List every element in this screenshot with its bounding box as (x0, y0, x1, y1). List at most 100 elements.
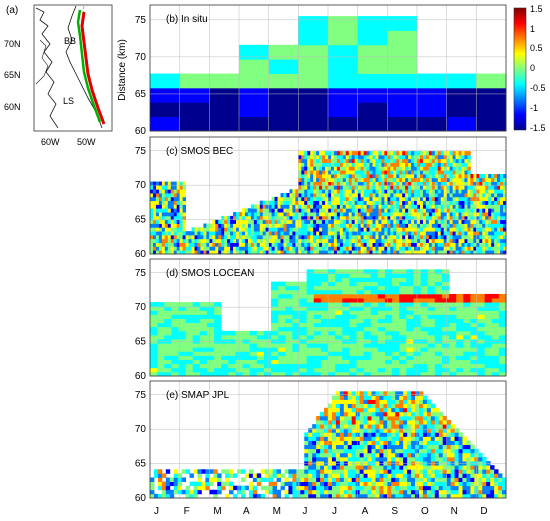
heatmap-cell (247, 219, 252, 224)
heatmap-cell (422, 481, 428, 487)
heatmap-cell (422, 473, 428, 478)
heatmap-cell (371, 477, 376, 482)
heatmap-cell (426, 481, 432, 487)
heatmap-cell (153, 469, 159, 474)
heatmap-cell (256, 219, 261, 224)
heatmap-cell (348, 234, 353, 240)
heatmap-cell (427, 367, 436, 373)
heatmap-cell (244, 246, 249, 251)
heatmap-cell (224, 223, 228, 228)
heatmap-cell (263, 363, 272, 369)
heatmap-cell (227, 246, 231, 251)
heatmap-cell (348, 196, 353, 202)
heatmap-cell (399, 432, 404, 437)
heatmap-cell (286, 242, 290, 247)
heatmap-cell (425, 200, 430, 205)
heatmap-cell (375, 231, 379, 236)
heatmap-cell (313, 293, 322, 299)
heatmap-cell (430, 432, 436, 437)
heatmap-cell (466, 440, 471, 446)
heatmap-cell (442, 489, 448, 495)
heatmap-cell (310, 189, 314, 194)
heatmap-cell (178, 334, 186, 340)
heatmap-cell (402, 234, 406, 240)
heatmap-cell (427, 273, 436, 278)
x-tick-label: S (391, 506, 398, 517)
heatmap-cell (360, 196, 364, 202)
heatmap-cell (276, 473, 281, 478)
heatmap-cell (399, 473, 404, 478)
heatmap-cell (393, 162, 397, 167)
heatmap-cell (367, 395, 372, 400)
heatmap-cell (462, 477, 467, 482)
heatmap-cell (333, 185, 338, 190)
heatmap-cell (497, 173, 501, 179)
heatmap-cell (277, 208, 281, 213)
heatmap-cell (367, 407, 372, 413)
heatmap-cell (280, 200, 284, 205)
heatmap-cell (456, 306, 464, 311)
heatmap-cell (479, 189, 483, 194)
heatmap-cell (434, 302, 443, 307)
heatmap-cell (313, 289, 322, 295)
heatmap-cell (473, 215, 477, 221)
heatmap-cell (335, 411, 341, 417)
heatmap-cell (286, 238, 290, 243)
heatmap-cell (347, 444, 353, 450)
heatmap-cell (403, 428, 408, 433)
heatmap-cell (244, 234, 249, 240)
heatmap-cell (301, 162, 305, 167)
heatmap-cell (227, 238, 231, 243)
heatmap-cell (347, 461, 353, 466)
heatmap-cell (242, 334, 251, 340)
heatmap-cell (354, 166, 359, 171)
heatmap-cell (462, 489, 467, 495)
heatmap-cell (304, 154, 308, 160)
heatmap-cell (384, 343, 393, 348)
heatmap-cell (391, 420, 396, 425)
heatmap-cell (173, 208, 178, 213)
heatmap-cell (419, 250, 424, 255)
heatmap-cell (308, 456, 313, 462)
heatmap-cell (250, 223, 255, 228)
heatmap-cell (301, 185, 305, 190)
heatmap-cell (371, 395, 376, 400)
heatmap-cell (339, 231, 344, 236)
heatmap-cell (164, 334, 172, 340)
heatmap-cell (428, 170, 433, 175)
heatmap-cell (497, 193, 501, 198)
heatmap-cell (379, 432, 384, 437)
heatmap-cell (363, 440, 368, 446)
heatmap-cell (206, 334, 215, 340)
heatmap-cell (486, 485, 491, 491)
heatmap-cell (411, 158, 415, 163)
heatmap-cell (377, 318, 386, 324)
heatmap-cell (458, 173, 462, 179)
heatmap-cell (335, 285, 343, 291)
heatmap-cell (292, 489, 297, 495)
heatmap-cell (150, 242, 154, 247)
heatmap-cell (308, 432, 313, 437)
heatmap-cell (379, 469, 384, 474)
heatmap-cell (306, 322, 315, 328)
heatmap-cell (417, 154, 421, 160)
heatmap-cell (359, 481, 364, 487)
heatmap-cell (289, 238, 293, 243)
heatmap-cell (233, 485, 238, 491)
heatmap-cell (167, 208, 172, 213)
heatmap-cell (249, 355, 258, 360)
heatmap-cell (381, 242, 385, 247)
heatmap-cell (328, 318, 336, 324)
heatmap-cell (377, 330, 386, 336)
heatmap-cell (164, 310, 172, 315)
heatmap-cell (383, 465, 388, 470)
heatmap-cell (152, 219, 157, 224)
heatmap-cell (375, 219, 379, 224)
heatmap-cell (363, 411, 368, 417)
heatmap-cell (470, 485, 475, 491)
heatmap-cell (402, 219, 406, 224)
heatmap-cell (402, 227, 406, 232)
heatmap-cell (178, 363, 186, 369)
heatmap-cell (259, 242, 264, 247)
heatmap-cell (328, 151, 332, 156)
